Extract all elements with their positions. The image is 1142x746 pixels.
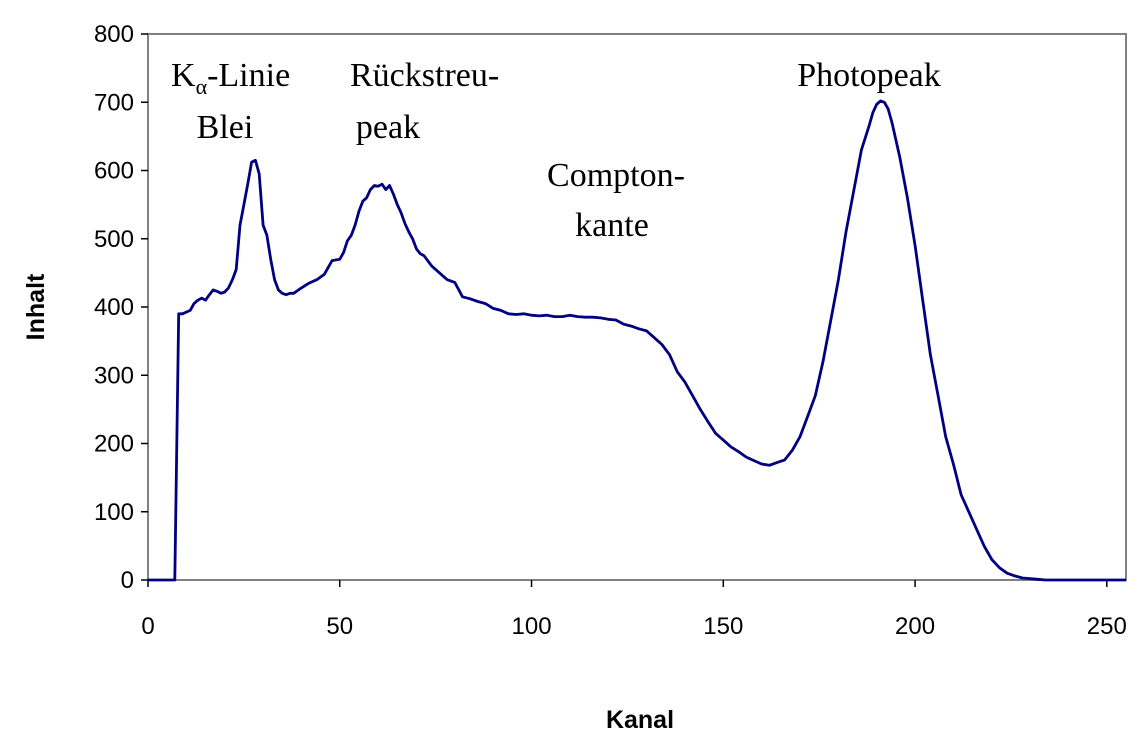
annotation-linie: -Linie bbox=[207, 57, 290, 94]
annotation-k-alpha-line: Kα-Linie bbox=[171, 57, 290, 99]
y-tick-label: 500 bbox=[94, 226, 134, 253]
annotation-k: K bbox=[171, 57, 196, 94]
x-tick-label: 200 bbox=[895, 613, 935, 640]
y-tick-label: 800 bbox=[94, 21, 134, 48]
spectrum-line bbox=[148, 99, 1126, 582]
y-tick-label: 400 bbox=[94, 294, 134, 321]
y-tick-label: 700 bbox=[94, 89, 134, 116]
y-tick-label: 300 bbox=[94, 362, 134, 389]
y-tick-label: 600 bbox=[94, 158, 134, 185]
annotation-peak: peak bbox=[356, 109, 420, 146]
x-tick-label: 100 bbox=[512, 613, 552, 640]
annotation-kante: kante bbox=[575, 207, 649, 244]
annotation-compton: Compton- bbox=[547, 157, 685, 194]
annotation-rueckstreu: Rückstreu- bbox=[350, 57, 499, 94]
x-axis: 0 50 100 150 200 250 bbox=[141, 580, 1127, 640]
y-tick-label: 0 bbox=[121, 567, 134, 594]
y-axis-title: Inhalt bbox=[22, 273, 50, 340]
annotation-photopeak: Photopeak bbox=[797, 57, 941, 94]
x-tick-label: 0 bbox=[141, 613, 154, 640]
plot-area bbox=[147, 33, 1127, 581]
annotation-alpha: α bbox=[196, 74, 208, 99]
y-tick-label: 100 bbox=[94, 499, 134, 526]
x-tick-label: 150 bbox=[703, 613, 743, 640]
x-tick-label: 250 bbox=[1087, 613, 1127, 640]
annotation-blei: Blei bbox=[197, 109, 254, 146]
y-tick-label: 200 bbox=[94, 431, 134, 458]
x-axis-title: Kanal bbox=[606, 706, 674, 734]
y-axis: 0 100 200 300 400 500 600 700 800 bbox=[94, 21, 148, 594]
x-tick-label: 50 bbox=[326, 613, 353, 640]
